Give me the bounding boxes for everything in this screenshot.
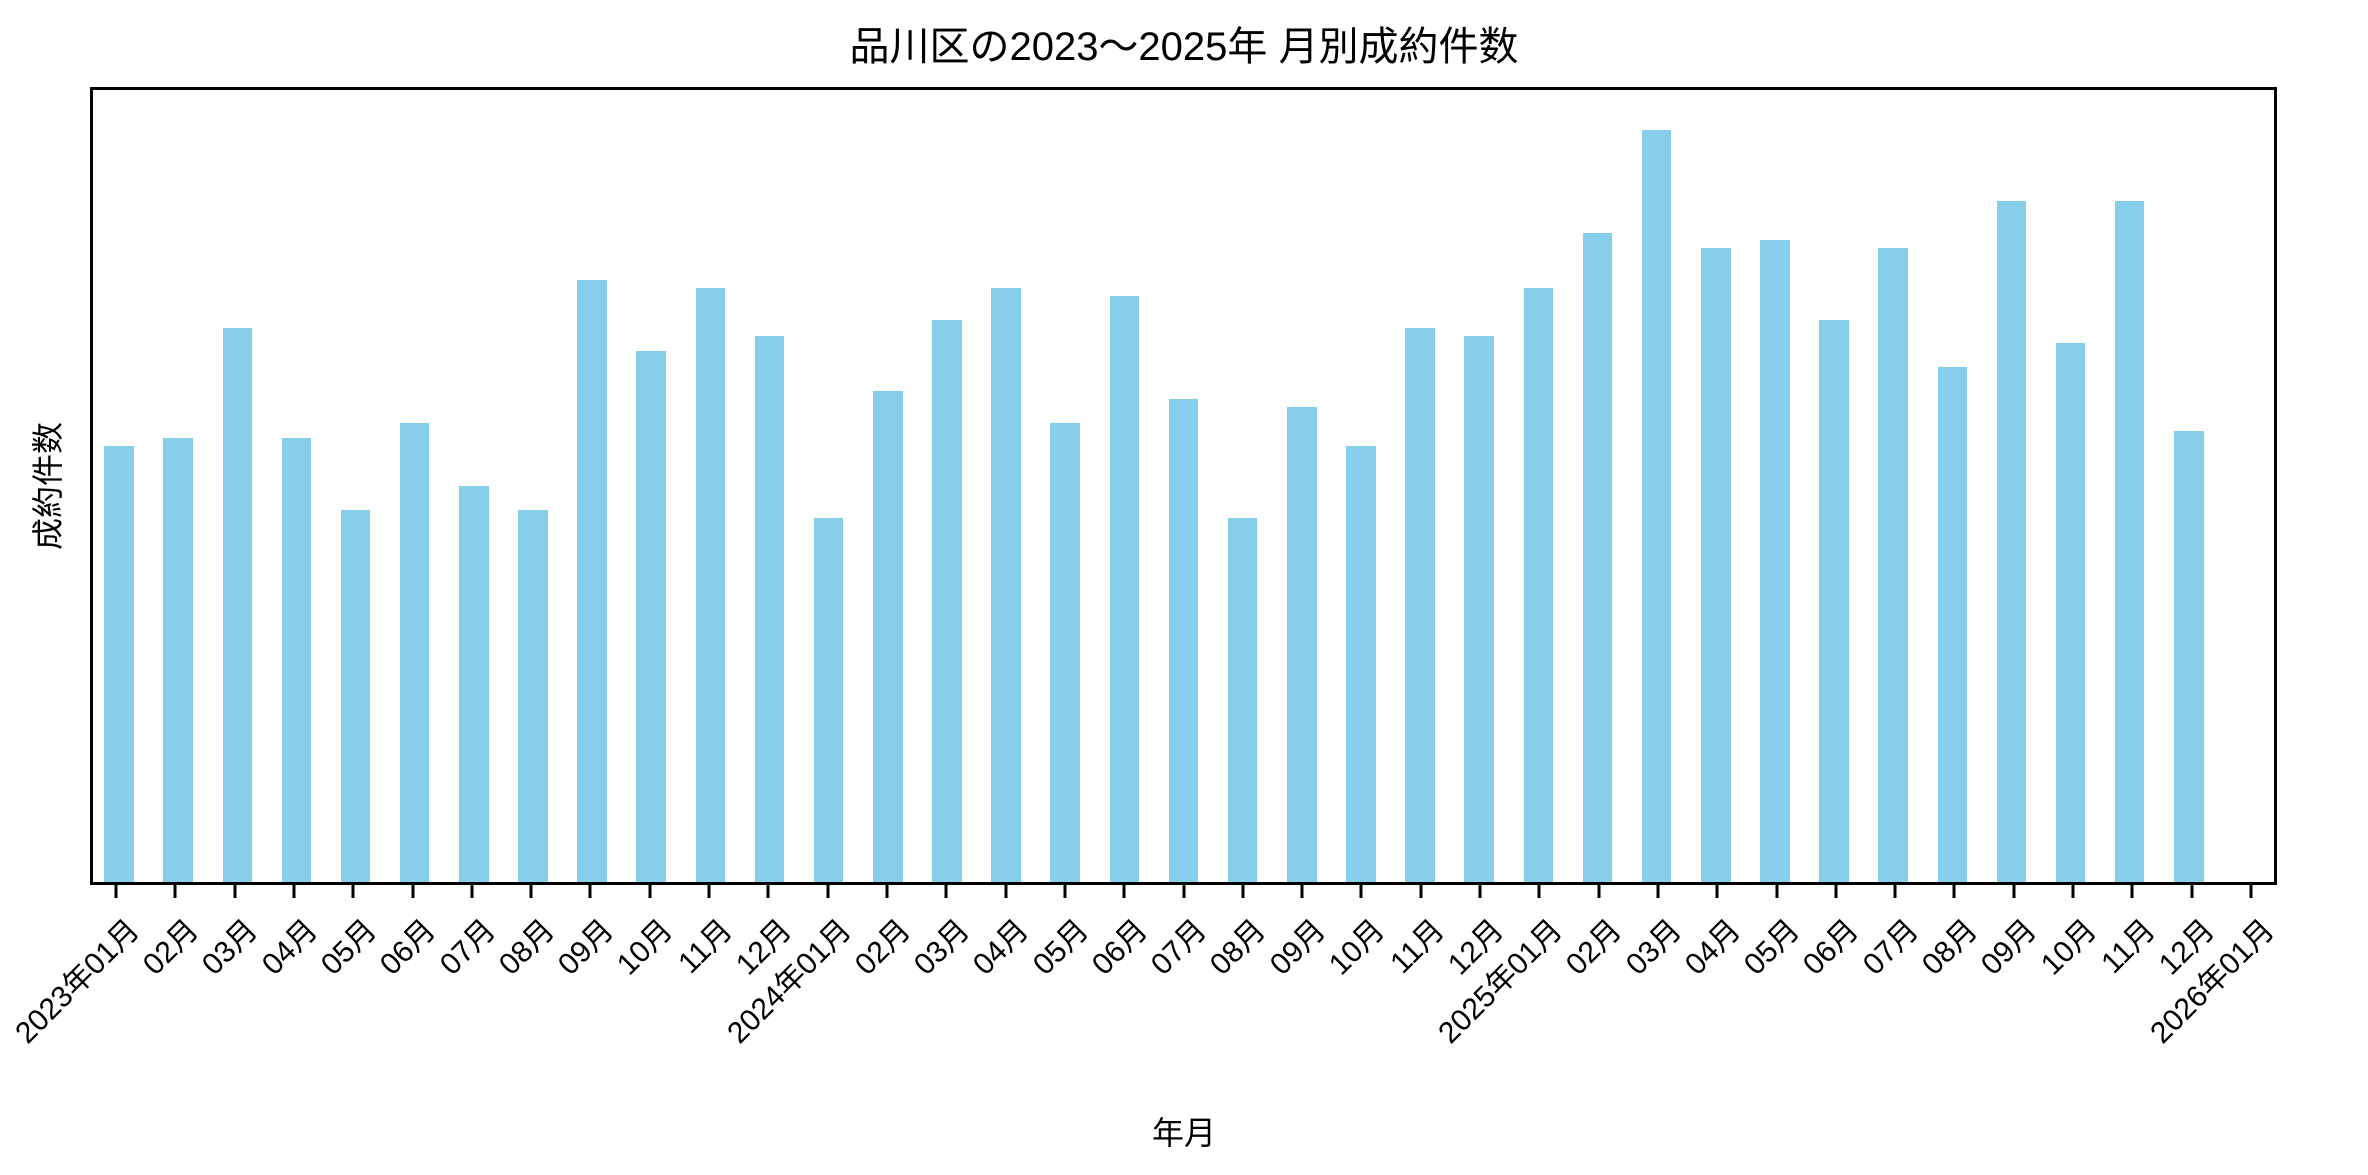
bar-2024年01月 xyxy=(813,517,844,882)
bar-11月 xyxy=(1405,327,1435,882)
x-tick xyxy=(2249,885,2253,898)
bar-06月 xyxy=(1819,319,1849,882)
y-axis-label: 成約件数 xyxy=(30,421,66,551)
bar-04月 xyxy=(1700,248,1731,882)
x-tick-label: 2023年01月 xyxy=(9,913,146,1050)
x-tick xyxy=(707,885,711,898)
chart-title: 品川区の2023〜2025年 月別成約件数 xyxy=(849,25,1519,69)
x-tick xyxy=(1359,885,1363,898)
x-tick xyxy=(1300,885,1304,898)
bar-05月 xyxy=(1050,422,1080,882)
bar-09月 xyxy=(577,280,607,882)
x-tick-label: 06月 xyxy=(374,913,443,982)
x-tick xyxy=(1419,885,1423,898)
x-tick xyxy=(1656,885,1660,898)
bar-09月 xyxy=(1286,406,1317,882)
bar-11月 xyxy=(2114,200,2145,882)
x-tick xyxy=(351,885,355,898)
bar-2023年01月 xyxy=(104,446,134,882)
bar-11月 xyxy=(695,288,726,882)
bar-07月 xyxy=(1168,398,1199,882)
x-tick xyxy=(411,885,415,898)
bar-02月 xyxy=(873,390,903,882)
bar-10月 xyxy=(1346,446,1376,882)
bar-10月 xyxy=(2055,343,2086,882)
x-tick xyxy=(2012,885,2016,898)
bar-07月 xyxy=(459,486,489,882)
x-tick xyxy=(470,885,474,898)
x-tick-label: 11月 xyxy=(672,913,739,980)
x-tick xyxy=(1537,885,1541,898)
x-tick xyxy=(1834,885,1838,898)
x-tick xyxy=(173,885,177,898)
x-tick xyxy=(1952,885,1956,898)
bar-06月 xyxy=(1109,295,1140,882)
x-tick xyxy=(1004,885,1008,898)
bar-04月 xyxy=(281,438,312,882)
x-tick xyxy=(1241,885,1245,898)
x-tick xyxy=(885,885,889,898)
x-tick-label: 09月 xyxy=(1975,913,2044,982)
x-tick xyxy=(1478,885,1482,898)
bar-05月 xyxy=(340,509,371,882)
x-tick-label: 04月 xyxy=(967,913,1036,982)
x-tick xyxy=(2071,885,2075,898)
x-tick-label: 10月 xyxy=(1322,913,1392,982)
x-tick-label: 02月 xyxy=(1560,913,1629,982)
bar-10月 xyxy=(636,351,667,882)
bar-08月 xyxy=(1937,367,1968,882)
bar-12月 xyxy=(754,335,785,882)
x-tick xyxy=(1715,885,1719,898)
bar-08月 xyxy=(1227,517,1258,882)
bar-07月 xyxy=(1878,248,1908,882)
x-tick xyxy=(1182,885,1185,898)
x-tick xyxy=(944,885,948,898)
x-tick xyxy=(114,885,118,898)
x-tick xyxy=(529,885,533,898)
x-tick xyxy=(1597,885,1601,898)
x-tick xyxy=(588,885,592,898)
x-tick xyxy=(1893,885,1897,898)
bar-12月 xyxy=(2174,430,2204,882)
bar-03月 xyxy=(1641,129,1672,882)
x-tick-label: 11月 xyxy=(1383,913,1451,980)
bar-06月 xyxy=(399,422,430,882)
x-axis-label: 年月 xyxy=(1151,1115,1217,1151)
bar-03月 xyxy=(932,319,962,882)
x-tick xyxy=(233,885,237,898)
bar-08月 xyxy=(518,509,548,882)
bar-09月 xyxy=(1996,200,2027,882)
bar-04月 xyxy=(991,288,1021,882)
x-tick xyxy=(1775,885,1778,898)
bar-2025年01月 xyxy=(1523,288,1554,882)
x-tick xyxy=(766,885,770,898)
bar-05月 xyxy=(1760,240,1790,882)
x-tick xyxy=(1122,885,1126,898)
x-tick xyxy=(648,885,652,898)
bar-02月 xyxy=(163,438,193,882)
x-tick xyxy=(292,885,296,898)
x-tick xyxy=(2190,885,2194,898)
plot-area xyxy=(90,87,2277,885)
x-tick xyxy=(1063,885,1067,898)
bar-12月 xyxy=(1464,335,1494,882)
x-tick xyxy=(2130,885,2134,898)
bar-02月 xyxy=(1582,232,1613,882)
x-tick xyxy=(826,885,830,898)
x-tick-label: 03月 xyxy=(196,913,265,982)
bar-03月 xyxy=(222,327,253,882)
